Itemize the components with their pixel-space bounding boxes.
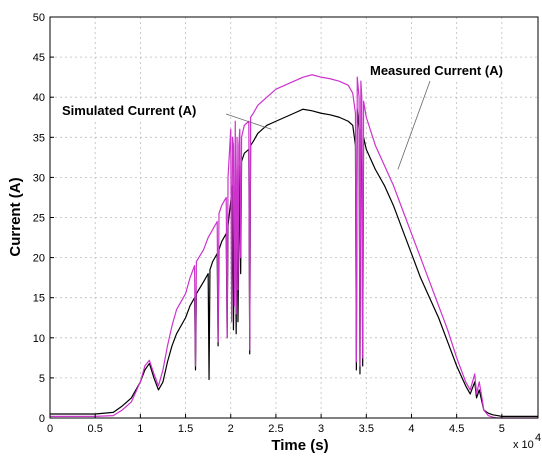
simulated-annotation-box <box>58 99 226 121</box>
y-tick-label: 15 <box>33 293 45 305</box>
x-tick-label: 1 <box>137 423 143 435</box>
measured-annotation-arrow <box>397 80 431 170</box>
x-multiplier-base: x 10 <box>513 439 534 451</box>
x-tick-label: 5 <box>499 423 505 435</box>
y-tick-label: 35 <box>33 132 45 144</box>
measured-annotation-box <box>366 59 524 81</box>
x-tick-label: 0 <box>47 423 53 435</box>
x-tick-label: 1.5 <box>178 423 193 435</box>
x-tick-label: 4.5 <box>449 423 464 435</box>
y-tick-label: 25 <box>33 213 45 225</box>
y-tick-label: 20 <box>33 253 45 265</box>
measured-current-line <box>50 108 538 417</box>
y-tick-label: 10 <box>33 333 45 345</box>
y-tick-label: 50 <box>33 12 45 24</box>
x-axis-ticks: 0 0.5 1 1.5 2 2.5 3 3.5 4 4.5 5 <box>47 414 505 435</box>
x-tick-label: 0.5 <box>88 423 103 435</box>
y-tick-label: 5 <box>39 373 45 385</box>
measured-annotation: Measured Current (A) <box>366 59 524 170</box>
y-axis-label: Current (A) <box>7 177 24 256</box>
simulated-annotation: Simulated Current (A) <box>58 99 272 130</box>
y-tick-label: 40 <box>33 92 45 104</box>
x-tick-label: 3.5 <box>359 423 374 435</box>
measured-annotation-text: Measured Current (A) <box>370 63 503 78</box>
simulated-annotation-arrow <box>225 113 272 130</box>
annotations: Measured Current (A) Simulated Current (… <box>58 59 524 170</box>
x-axis-label: Time (s) <box>271 437 328 454</box>
x-multiplier-exponent: 4 <box>535 432 541 444</box>
simulated-annotation-text: Simulated Current (A) <box>62 103 196 118</box>
series-layer <box>50 74 538 419</box>
x-tick-label: 4 <box>408 423 414 435</box>
x-tick-label: 2.5 <box>268 423 283 435</box>
y-axis-ticks: 0 5 10 15 20 25 30 35 40 45 50 <box>33 12 54 425</box>
x-multiplier: x 10 4 <box>513 432 541 451</box>
x-tick-label: 3 <box>318 423 324 435</box>
simulated-current-line <box>50 74 538 419</box>
y-tick-label: 0 <box>39 413 45 425</box>
x-tick-label: 2 <box>228 423 234 435</box>
y-tick-label: 30 <box>33 172 45 184</box>
y-tick-label: 45 <box>33 52 45 64</box>
